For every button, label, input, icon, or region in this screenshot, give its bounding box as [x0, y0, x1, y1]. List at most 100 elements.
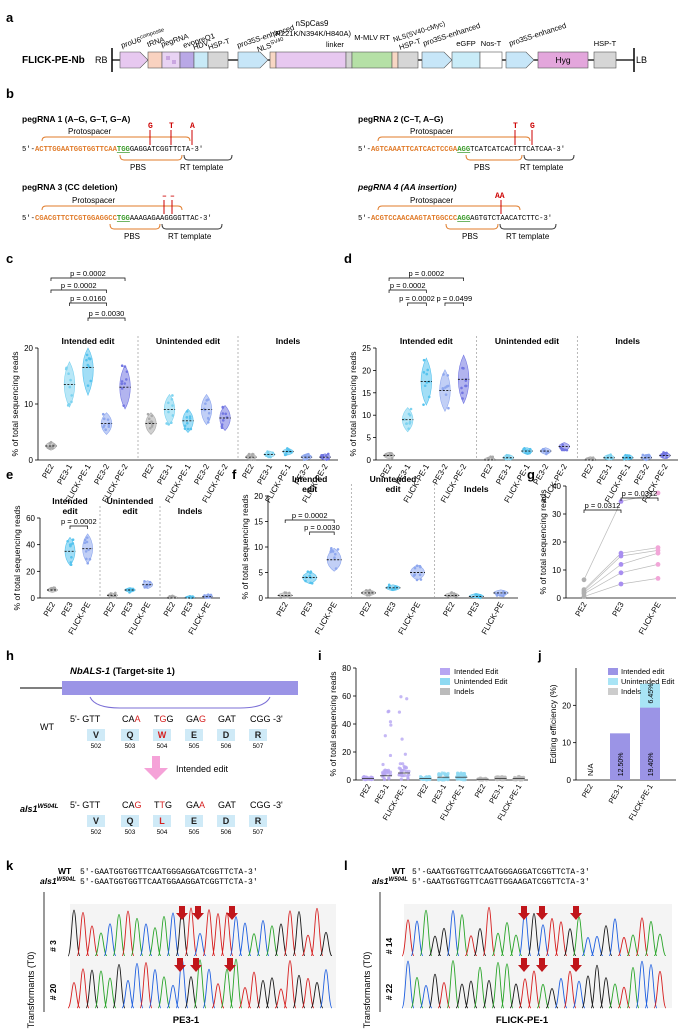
data-point [422, 371, 426, 374]
data-point [70, 394, 73, 397]
p35s-promoter-1 [237, 51, 269, 69]
scatter-point [406, 776, 410, 780]
k-sample-1: # 3 [48, 940, 58, 952]
data-point [269, 455, 272, 459]
data-point [87, 548, 90, 552]
x-tick-label: PE2 [580, 783, 595, 800]
data-point [644, 454, 647, 457]
mut-row-label: als1W504L [20, 803, 59, 814]
k-wt-seq: 5'-GAATGGTGGTTCAATGGGAGGATCGGTTCTA-3' [80, 868, 258, 877]
u6-promoter [119, 51, 149, 69]
scatter-point [367, 776, 372, 780]
chart-d-y-tick-label: 10 [362, 411, 371, 420]
chromatogram-peak [121, 980, 135, 1009]
chart-d-y-tick-label: 15 [362, 389, 371, 398]
chromatogram-peak [437, 982, 451, 1009]
data-point [287, 595, 290, 599]
x-tick-label: FLICK-PE [637, 601, 663, 637]
data-point [542, 448, 546, 451]
chromatogram-peak [211, 913, 225, 957]
data-point [101, 412, 105, 416]
gene-cds-bar [62, 681, 298, 695]
chart-j-y-axis-label: Editing efficiency (%) [548, 684, 558, 763]
data-point [148, 580, 152, 584]
data-point [545, 452, 548, 456]
chromatogram-peak [473, 928, 487, 957]
chromatogram-peak [653, 933, 667, 957]
data-point [306, 570, 310, 573]
data-point [304, 454, 307, 457]
nspcas9-block [275, 51, 347, 69]
data-point [49, 440, 53, 444]
chart-c-y-tick-label: 10 [24, 400, 33, 409]
data-point [209, 593, 213, 597]
nost-label: Nos-T [481, 39, 502, 48]
data-point [113, 592, 116, 596]
hyg-block [537, 51, 589, 69]
l-mut-seq: 5'-GAATGGTGGTTCAGTTGGAAGATCGGTTCTA-3' [412, 878, 590, 887]
data-point [368, 588, 372, 592]
chromatogram-peak [581, 937, 595, 957]
chart-e-y-axis-label: % of total sequencing reads [12, 506, 22, 611]
data-point [390, 456, 394, 460]
chart-e-y-tick-label: 60 [26, 514, 35, 523]
data-point [665, 456, 669, 459]
chromatogram-peak [301, 934, 315, 957]
chromatogram-peak [509, 934, 523, 957]
legend-label: Indels [454, 687, 474, 696]
data-point [423, 384, 427, 388]
data-point [67, 372, 70, 376]
x-tick-label: PE3 [59, 600, 75, 618]
chromatogram-peak [428, 973, 442, 1009]
chart-d-y-axis-label: % of total sequencing reads [348, 352, 358, 457]
data-point [413, 573, 417, 577]
x-tick-label: PE2 [479, 462, 495, 480]
chromatogram-peak [265, 977, 279, 1009]
wt-row-label: WT [40, 722, 54, 732]
scatter-point [386, 710, 390, 714]
chromatogram-peak [193, 959, 207, 1009]
group-label: Indels [615, 336, 640, 346]
l-mut-label: als1W504L [372, 876, 408, 886]
data-point [271, 451, 275, 455]
chromatogram-peak [599, 925, 613, 957]
chromatogram-peak [419, 909, 433, 957]
peg3-pbs-brace [109, 223, 161, 230]
data-point [447, 406, 450, 410]
data-point [167, 410, 170, 414]
p-value-label: p = 0.0002 [390, 281, 426, 290]
codon: GAT [218, 800, 236, 810]
scatter-point [381, 762, 385, 767]
egfp-label: eGFP [456, 39, 476, 48]
panel-a: a FLICK-PE-Nb RB LB proU6composite tRNA … [6, 10, 647, 72]
x-tick-label: PE3 [466, 600, 482, 618]
chromatogram-peak [310, 907, 324, 957]
group-label: Unintended edit [495, 336, 559, 346]
chromatogram-peak [256, 980, 270, 1009]
data-point [464, 379, 468, 383]
amino-acid-box [153, 729, 171, 741]
panel-letter-i: i [318, 648, 322, 663]
legend-label: Unintended Edit [454, 677, 508, 686]
chromatogram-peak [653, 970, 667, 1009]
mutation-arrow-icon [570, 906, 582, 920]
scatter-point [399, 695, 403, 699]
group-label: Intended [52, 496, 87, 506]
group-label: edit [385, 484, 400, 494]
x-tick-label: FLICK-PE-1 [627, 783, 655, 823]
chromatogram-peak [202, 909, 216, 957]
data-point [444, 386, 447, 389]
data-point [419, 565, 422, 569]
legend-label: Unintended Edit [621, 677, 675, 686]
data-point [189, 427, 193, 431]
chromatogram-peak [274, 988, 288, 1009]
data-point [426, 368, 429, 372]
data-point [462, 367, 465, 370]
data-point [120, 380, 124, 383]
data-point [86, 561, 90, 565]
peg2-pbs-label: PBS [474, 163, 490, 172]
data-point [460, 386, 463, 390]
chromatogram-peak [590, 964, 604, 1009]
peg3-protospacer-brace [41, 205, 183, 211]
rb-label: RB [95, 55, 108, 65]
